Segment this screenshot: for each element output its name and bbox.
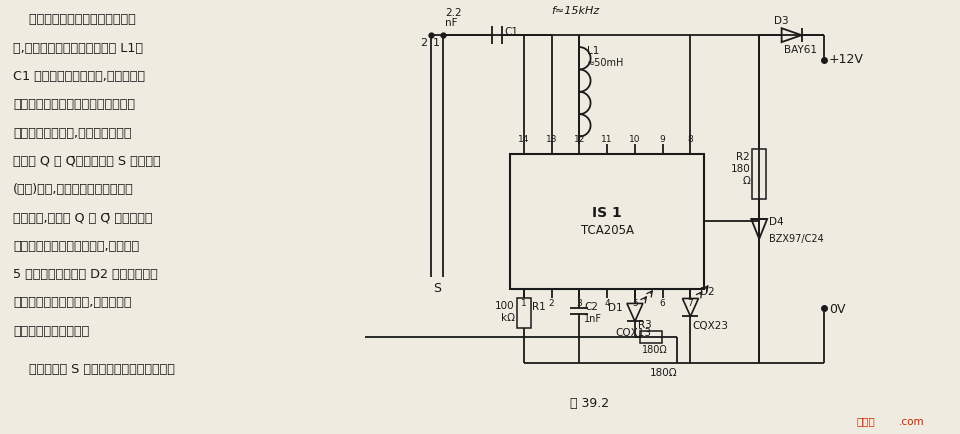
Text: 10: 10 xyxy=(629,135,640,144)
Text: 输出级 Q 和 Q̄。在传感器 S 浸入液体: 输出级 Q 和 Q̄。在传感器 S 浸入液体 xyxy=(13,155,161,168)
Text: 3: 3 xyxy=(576,299,582,308)
Text: 两种不同颜色的二极管,从而可明显: 两种不同颜色的二极管,从而可明显 xyxy=(13,296,132,309)
Bar xyxy=(753,150,766,200)
Text: 1: 1 xyxy=(521,299,527,308)
Text: 路,其振荡频率取决于外接元件 L1、: 路,其振荡频率取决于外接元件 L1、 xyxy=(13,42,143,55)
Text: 14: 14 xyxy=(518,135,530,144)
Text: 0V: 0V xyxy=(829,302,846,315)
Text: 6: 6 xyxy=(660,299,665,308)
Bar xyxy=(640,332,661,343)
Text: C1: C1 xyxy=(504,27,518,37)
Text: IS 1: IS 1 xyxy=(592,205,622,219)
Text: Ω: Ω xyxy=(742,176,750,186)
Text: 7: 7 xyxy=(687,299,693,308)
Text: 180: 180 xyxy=(731,164,750,174)
Text: 13: 13 xyxy=(546,135,558,144)
Text: 2: 2 xyxy=(420,38,427,48)
Text: D3: D3 xyxy=(775,16,789,26)
Text: ≈50mH: ≈50mH xyxy=(588,58,625,68)
Text: C2: C2 xyxy=(585,302,598,312)
Text: TCA205A: TCA205A xyxy=(581,224,634,237)
Text: (如水)中时,由于并联电容的效果使: (如水)中时,由于并联电容的效果使 xyxy=(13,183,134,196)
Text: 接线图: 接线图 xyxy=(857,416,876,426)
Text: R1: R1 xyxy=(532,302,545,312)
Text: BAY61: BAY61 xyxy=(783,45,817,55)
Text: D2: D2 xyxy=(701,287,715,297)
Text: .com: .com xyxy=(899,416,924,426)
Text: BZX97/C24: BZX97/C24 xyxy=(769,233,824,243)
Text: 区分开关状态的变化。: 区分开关状态的变化。 xyxy=(13,324,89,337)
Text: CQX13: CQX13 xyxy=(615,328,651,338)
Text: C1 及传感器的等效电容,后者的大小: C1 及传感器的等效电容,后者的大小 xyxy=(13,70,145,83)
Text: R2: R2 xyxy=(736,152,750,162)
Text: 随液体浸入而增大。振荡信号经整流: 随液体浸入而增大。振荡信号经整流 xyxy=(13,98,135,111)
Text: 8: 8 xyxy=(687,135,693,144)
Text: 后加至阈值开关上,再由此控制数字: 后加至阈值开关上,再由此控制数字 xyxy=(13,126,132,139)
Text: +12V: +12V xyxy=(829,53,864,66)
Text: 12: 12 xyxy=(574,135,585,144)
Text: 态。在振荡回路非衰减状态,输出端脚: 态。在振荡回路非衰减状态,输出端脚 xyxy=(13,239,139,252)
Text: 图 39.2: 图 39.2 xyxy=(570,396,610,409)
Text: 1: 1 xyxy=(433,38,440,48)
Text: 100: 100 xyxy=(495,301,515,311)
Text: 180Ω: 180Ω xyxy=(642,345,667,355)
Text: D1: D1 xyxy=(609,303,623,312)
Text: 图中传感器 S 由两个铜或黄铜电极构成。: 图中传感器 S 由两个铜或黄铜电极构成。 xyxy=(13,362,176,375)
Bar xyxy=(516,299,531,329)
Text: 振荡停止,输出级 Q 和 Q̄ 交换开关状: 振荡停止,输出级 Q 和 Q̄ 交换开关状 xyxy=(13,211,153,224)
Text: 2.2: 2.2 xyxy=(445,8,462,18)
Text: 11: 11 xyxy=(601,135,612,144)
Text: kΩ: kΩ xyxy=(501,312,515,322)
Text: 9: 9 xyxy=(660,135,665,144)
Text: CQX23: CQX23 xyxy=(692,321,729,331)
Text: 集成电路输入侧包括有一振荡电: 集成电路输入侧包括有一振荡电 xyxy=(13,13,136,26)
Text: nF: nF xyxy=(445,18,458,28)
Text: D4: D4 xyxy=(769,217,783,227)
Text: L1: L1 xyxy=(588,46,600,56)
Text: 5: 5 xyxy=(632,299,637,308)
Text: 180Ω: 180Ω xyxy=(650,367,678,377)
Text: f≈15kHz: f≈15kHz xyxy=(551,6,600,16)
Text: 5 处接的发光二极管 D2 灯亮。这里接: 5 处接的发光二极管 D2 灯亮。这里接 xyxy=(13,267,158,280)
Text: 1nF: 1nF xyxy=(585,314,602,324)
Text: S: S xyxy=(433,281,442,294)
Bar xyxy=(510,155,705,289)
Text: 2: 2 xyxy=(549,299,554,308)
Text: 4: 4 xyxy=(604,299,610,308)
Text: R3: R3 xyxy=(637,319,652,329)
